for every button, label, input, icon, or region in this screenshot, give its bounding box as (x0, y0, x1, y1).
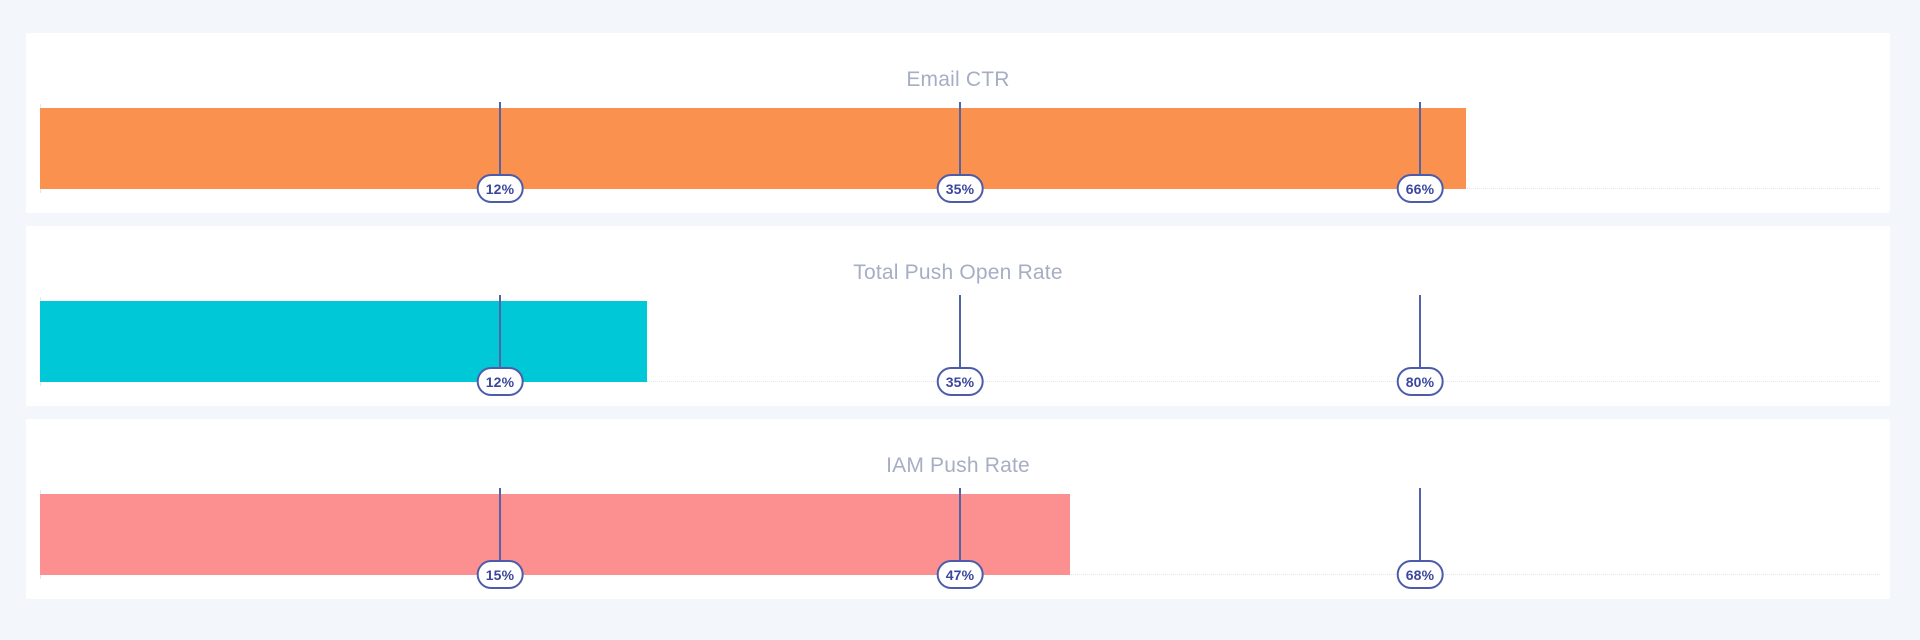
marker-label: 66% (1405, 180, 1435, 197)
value-bar[interactable] (40, 494, 1071, 575)
marker-badge: 15% (476, 560, 524, 589)
marker-line (1419, 295, 1421, 367)
chart-card: Total Push Open Rate 12% 35% (26, 226, 1890, 406)
chart-card: Email CTR 12% 35% (26, 33, 1890, 213)
marker-label: 47% (945, 566, 975, 583)
marker-badge: 47% (936, 560, 984, 589)
marker-line (499, 295, 501, 367)
marker-badge: 12% (476, 367, 524, 396)
value-bar[interactable] (40, 108, 1466, 189)
bar-plot: 15% 47% 68% (40, 488, 1880, 589)
marker-badge: 35% (936, 174, 984, 203)
marker-line (499, 488, 501, 560)
marker-badge: 68% (1396, 560, 1444, 589)
marker-label: 15% (485, 566, 515, 583)
chart-card: IAM Push Rate 15% 47% (26, 419, 1890, 599)
bar-plot: 12% 35% 66% (40, 102, 1880, 203)
marker-label: 12% (485, 180, 515, 197)
marker-badge: 35% (936, 367, 984, 396)
marker-line (959, 102, 961, 174)
chart-title: Email CTR (906, 68, 1010, 91)
chart-title: Total Push Open Rate (853, 261, 1063, 284)
marker-badge: 66% (1396, 174, 1444, 203)
marker-label: 35% (945, 373, 975, 390)
bar-plot: 12% 35% 80% (40, 295, 1880, 396)
marker-line (959, 488, 961, 560)
value-bar[interactable] (40, 301, 648, 382)
marker-badge: 12% (476, 174, 524, 203)
marker-line (1419, 102, 1421, 174)
chart-title: IAM Push Rate (886, 454, 1030, 477)
marker-label: 80% (1405, 373, 1435, 390)
marker-label: 68% (1405, 566, 1435, 583)
marker-line (499, 102, 501, 174)
marker-line (1419, 488, 1421, 560)
marker-line (959, 295, 961, 367)
marker-label: 12% (485, 373, 515, 390)
marker-label: 35% (945, 180, 975, 197)
marker-badge: 80% (1396, 367, 1444, 396)
